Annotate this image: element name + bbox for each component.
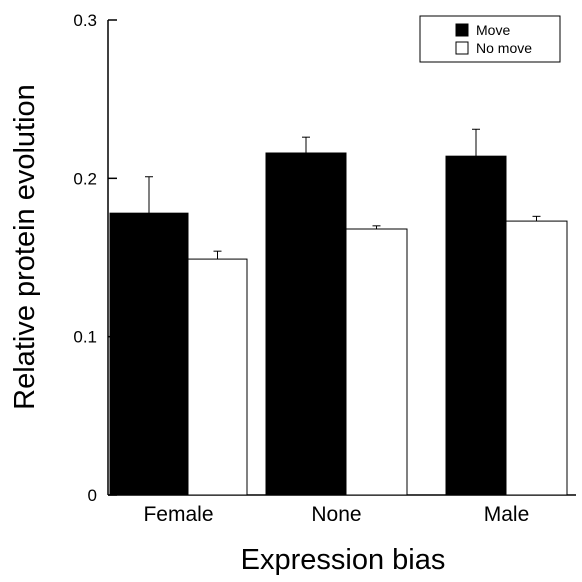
- x-tick-label: Male: [484, 503, 530, 526]
- x-tick-label: None: [311, 503, 361, 526]
- legend-box: [419, 15, 561, 63]
- y-tick-label: 0.1: [73, 328, 97, 347]
- legend: Move No move: [419, 15, 561, 63]
- y-tick-label: 0.3: [73, 11, 97, 30]
- legend-label: No move: [476, 40, 532, 56]
- y-axis-title: Relative protein evolution: [9, 84, 41, 410]
- bar-move-male: [445, 155, 507, 496]
- y-tick-label: 0: [88, 486, 97, 505]
- bar-move-female: [109, 212, 189, 496]
- bar-no-move-male: [505, 220, 568, 496]
- bar-no-move-none: [345, 228, 408, 496]
- x-axis-title: Expression bias: [241, 544, 446, 576]
- legend-label: Move: [476, 22, 510, 38]
- y-tick-label: 0.2: [73, 169, 97, 188]
- legend-swatch: [455, 41, 469, 55]
- x-tick-label: Female: [143, 503, 213, 526]
- legend-swatch: [455, 23, 469, 37]
- bar-no-move-female: [187, 258, 248, 496]
- bar-move-none: [265, 152, 347, 496]
- plot-area: 0 0.1 0.2 0.3 Female None Male: [73, 11, 576, 526]
